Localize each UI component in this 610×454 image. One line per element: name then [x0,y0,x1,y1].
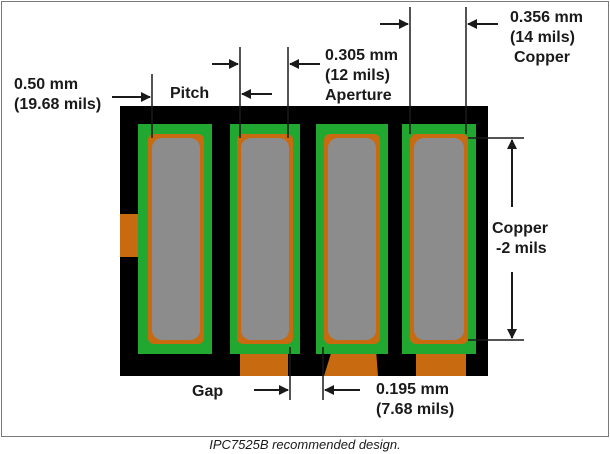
figure-caption: IPC7525B recommended design. [209,437,401,452]
gap-label: Gap [192,383,223,400]
copper-trace-pad-2 [240,350,288,376]
copper-metric-label: 0.356 mm [510,9,583,26]
pitch-imperial-label: (19.68 mils) [14,96,101,113]
stencil-aperture [414,138,464,340]
aperture-label: Aperture [325,87,392,104]
copper-trace-pad-3 [324,350,378,376]
copper-label: Copper [514,49,570,66]
copper-minus-label-line2: -2 mils [496,240,547,257]
pad-3 [316,124,388,354]
gap-metric-label: 0.195 mm [376,381,449,398]
copper-imperial-label: (14 mils) [510,29,575,46]
pitch-label: Pitch [170,85,209,102]
copper-trace-pad-4 [416,350,466,376]
stencil-design-diagram: 0.50 mm (19.68 mils) Pitch 0.305 mm (12 … [14,7,583,418]
pad-1 [138,124,212,354]
aperture-metric-label: 0.305 mm [325,47,398,64]
pad-2 [230,124,300,354]
copper-minus-label-line1: Copper [492,220,548,237]
stencil-aperture [241,138,289,340]
stencil-aperture [152,138,200,340]
stencil-aperture [328,138,376,340]
aperture-imperial-label: (12 mils) [325,67,390,84]
pad-4 [402,124,476,354]
pitch-metric-label: 0.50 mm [14,76,78,93]
gap-imperial-label: (7.68 mils) [376,401,454,418]
figure-frame: 0.50 mm (19.68 mils) Pitch 0.305 mm (12 … [1,1,609,437]
